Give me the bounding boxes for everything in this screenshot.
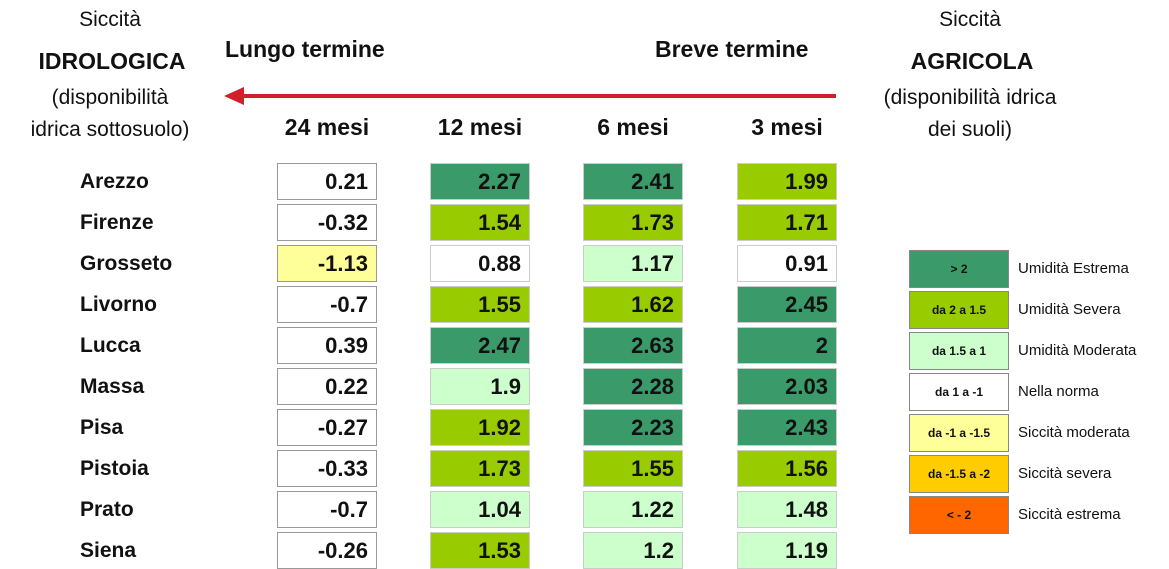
row-name: Siena (80, 539, 137, 562)
column-header: 24 mesi (284, 114, 370, 140)
value-cell: 1.9 (430, 368, 530, 405)
row-name: Massa (80, 375, 145, 398)
value-cell: 2.47 (430, 327, 530, 364)
value-cell: 1.92 (430, 409, 530, 446)
value-cell: 2.03 (737, 368, 837, 405)
value-cell: 2.45 (737, 286, 837, 323)
legend-label: Siccità estrema (1018, 506, 1121, 523)
row-name: Pistoia (80, 457, 149, 480)
value-cell: -0.7 (277, 286, 377, 323)
legend-swatch: da 1 a -1 (909, 373, 1009, 411)
value-cell: 1.73 (430, 450, 530, 487)
value-cell: 2.41 (583, 163, 683, 200)
value-cell: 0.21 (277, 163, 377, 200)
value-cell: 2.63 (583, 327, 683, 364)
value-cell: -0.32 (277, 204, 377, 241)
value-cell: 0.88 (430, 245, 530, 282)
row-name: Arezzo (80, 170, 149, 193)
value-cell: 1.73 (583, 204, 683, 241)
value-cell: 0.91 (737, 245, 837, 282)
value-cell: -0.33 (277, 450, 377, 487)
column-header: 6 mesi (597, 114, 669, 140)
row-name: Lucca (80, 334, 141, 357)
value-cell: -1.13 (277, 245, 377, 282)
value-cell: 2.28 (583, 368, 683, 405)
legend-swatch: da 1.5 a 1 (909, 332, 1009, 370)
legend-swatch: > 2 (909, 250, 1009, 288)
value-cell: 0.22 (277, 368, 377, 405)
right-line4: dei suoli) (927, 118, 1013, 141)
left-line4: idrica sottosuolo) (30, 118, 190, 141)
long-term: Lungo termine (225, 36, 385, 62)
right-line3: (disponibilità idrica (883, 86, 1057, 109)
row-name: Prato (80, 498, 134, 521)
legend-swatch: da 2 a 1.5 (909, 291, 1009, 329)
value-cell: 1.22 (583, 491, 683, 528)
legend-label: Siccità moderata (1018, 424, 1130, 441)
value-cell: 1.19 (737, 532, 837, 569)
column-header: 3 mesi (751, 114, 823, 140)
value-cell: 1.2 (583, 532, 683, 569)
short-term: Breve termine (655, 36, 809, 62)
legend-label: Umidità Moderata (1018, 342, 1137, 359)
left-line3: (disponibilità (51, 86, 169, 109)
value-cell: -0.26 (277, 532, 377, 569)
right-line2: AGRICOLA (910, 48, 1034, 74)
value-cell: 2.23 (583, 409, 683, 446)
value-cell: 1.99 (737, 163, 837, 200)
value-cell: 1.17 (583, 245, 683, 282)
legend-label: Siccità severa (1018, 465, 1112, 482)
arrow-head (224, 87, 244, 105)
value-cell: 2 (737, 327, 837, 364)
legend-label: Umidità Severa (1018, 301, 1121, 318)
value-cell: 0.39 (277, 327, 377, 364)
legend-label: Umidità Estrema (1018, 260, 1129, 277)
row-name: Livorno (80, 293, 157, 316)
legend-label: Nella norma (1018, 383, 1099, 400)
value-cell: 1.55 (583, 450, 683, 487)
left-line2: IDROLOGICA (38, 48, 186, 74)
value-cell: 1.62 (583, 286, 683, 323)
legend-swatch: da -1.5 a -2 (909, 455, 1009, 493)
left-line1: Siccità (79, 8, 141, 31)
row-name: Grosseto (80, 252, 173, 275)
row-name: Pisa (80, 416, 124, 439)
legend-swatch: < - 2 (909, 496, 1009, 534)
value-cell: -0.7 (277, 491, 377, 528)
value-cell: 1.54 (430, 204, 530, 241)
value-cell: 2.27 (430, 163, 530, 200)
value-cell: 1.55 (430, 286, 530, 323)
legend-swatch: da -1 a -1.5 (909, 414, 1009, 452)
value-cell: -0.27 (277, 409, 377, 446)
value-cell: 1.48 (737, 491, 837, 528)
value-cell: 1.04 (430, 491, 530, 528)
row-name: Firenze (80, 211, 154, 234)
value-cell: 1.56 (737, 450, 837, 487)
value-cell: 1.53 (430, 532, 530, 569)
column-header: 12 mesi (437, 114, 523, 140)
value-cell: 2.43 (737, 409, 837, 446)
value-cell: 1.71 (737, 204, 837, 241)
right-line1: Siccità (939, 8, 1001, 31)
